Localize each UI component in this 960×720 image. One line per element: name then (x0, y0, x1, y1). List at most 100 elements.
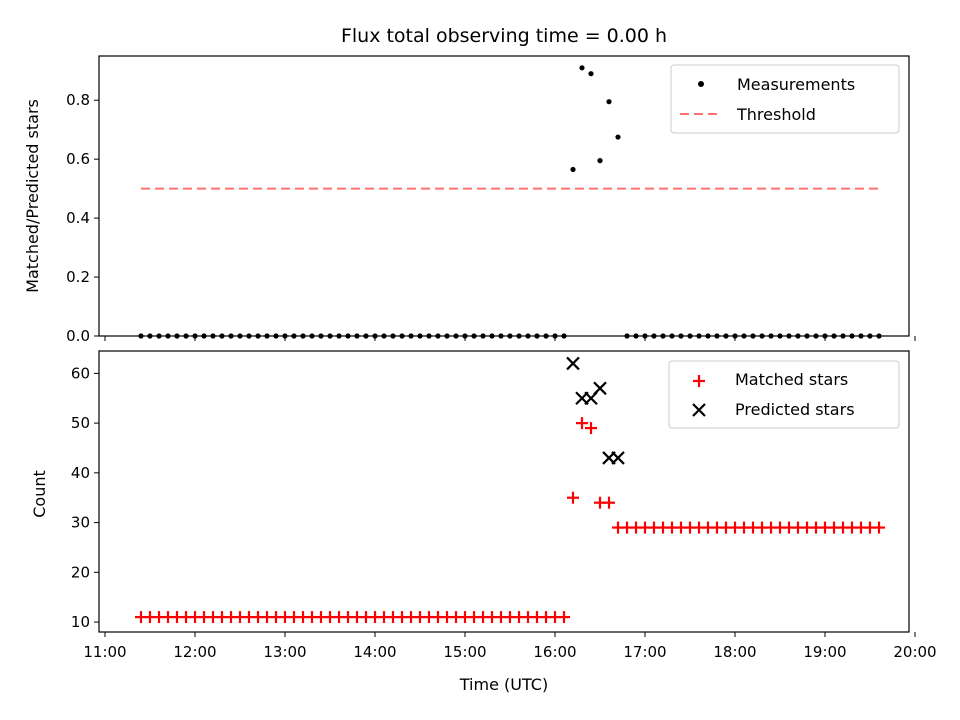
measurement-point (255, 333, 261, 339)
bottom-xtick-label: 14:00 (353, 643, 396, 661)
legend-matched-label: Matched stars (735, 370, 848, 389)
bottom-ytick-label: 60 (71, 364, 90, 382)
measurement-point (498, 333, 504, 339)
bottom-ytick-label: 20 (71, 563, 90, 581)
measurement-point (228, 333, 234, 339)
measurement-point (633, 333, 639, 339)
measurement-point (759, 333, 765, 339)
measurement-point (660, 333, 666, 339)
measurement-point (345, 333, 351, 339)
legend-matched-marker (693, 375, 705, 387)
bottom-legend: Matched stars Predicted stars (668, 360, 900, 429)
bottom-marks (135, 356, 885, 624)
measurement-point (435, 333, 441, 339)
top-ytick-label: 0.8 (66, 91, 90, 109)
measurement-point (597, 158, 603, 164)
top-ytick-label: 0.6 (66, 150, 90, 168)
measurement-point (858, 333, 864, 339)
measurement-point (165, 333, 171, 339)
measurement-point (390, 333, 396, 339)
top-marks (138, 65, 882, 339)
top-ytick-label: 0.0 (66, 327, 90, 345)
measurement-point (624, 333, 630, 339)
measurement-point (786, 333, 792, 339)
legend-measurements-marker (698, 81, 704, 87)
measurement-point (678, 333, 684, 339)
measurement-point (543, 333, 549, 339)
measurement-point (201, 333, 207, 339)
measurement-point (327, 333, 333, 339)
predicted-star-stroke-b (566, 356, 580, 371)
measurement-point (795, 333, 801, 339)
measurement-point (768, 333, 774, 339)
top-panel: 0.00.20.40.60.8 Matched/Predicted stars … (23, 55, 916, 345)
predicted-star-stroke-b (593, 381, 607, 396)
bottom-xtick-label: 17:00 (623, 643, 666, 661)
measurement-point (507, 333, 513, 339)
measurement-point (219, 333, 225, 339)
x-axis-label: Time (UTC) (459, 675, 548, 694)
measurement-point (534, 333, 540, 339)
bottom-xtick-label: 11:00 (83, 643, 126, 661)
bottom-xtick-label: 15:00 (443, 643, 486, 661)
measurement-point (408, 333, 414, 339)
bottom-yticks: 10 20 30 40 50 60 (71, 364, 99, 631)
measurement-point (354, 333, 360, 339)
top-legend-box (670, 64, 900, 134)
measurement-point (336, 333, 342, 339)
measurement-point (318, 333, 324, 339)
bottom-xtick-label: 12:00 (173, 643, 216, 661)
measurement-point (453, 333, 459, 339)
legend-threshold-label: Threshold (736, 105, 816, 124)
measurement-point (588, 71, 594, 77)
measurement-point (147, 333, 153, 339)
measurement-point (570, 166, 576, 173)
measurement-point (417, 333, 423, 339)
measurement-point (309, 333, 315, 339)
measurement-point (651, 333, 657, 339)
measurement-point (444, 333, 450, 339)
matched-star-point (873, 521, 885, 534)
matched-star-point (603, 496, 615, 509)
bottom-xtick-label: 16:00 (533, 643, 576, 661)
top-legend: Measurements Threshold (670, 64, 900, 134)
matched-star-point (558, 611, 570, 624)
measurement-point (840, 333, 846, 339)
top-y-axis-label: Matched/Predicted stars (23, 99, 42, 293)
measurement-point (867, 333, 873, 339)
bottom-legend-box (668, 360, 900, 429)
top-yticks: 0.0 0.2 0.4 0.6 0.8 (66, 91, 99, 345)
measurement-point (300, 333, 306, 339)
bottom-xtick-label: 20:00 (893, 643, 936, 661)
measurement-point (606, 99, 612, 105)
measurement-point (381, 333, 387, 339)
measurement-point (174, 333, 180, 339)
measurement-point (561, 333, 567, 339)
measurement-point (237, 333, 243, 339)
bottom-ytick-label: 50 (71, 414, 90, 432)
measurement-point (183, 333, 189, 339)
top-ytick-label: 0.4 (66, 209, 90, 227)
matched-star-point (576, 417, 588, 430)
measurement-point (615, 134, 621, 140)
predicted-star-point (566, 356, 580, 371)
matched-star-point (567, 491, 579, 504)
predicted-star-point (593, 381, 607, 396)
measurement-point (687, 333, 693, 339)
measurement-point (273, 333, 279, 339)
measurement-point (705, 333, 711, 339)
measurement-point (723, 333, 729, 339)
measurement-point (804, 333, 810, 339)
bottom-ytick-label: 10 (71, 613, 90, 631)
measurement-point (741, 333, 747, 339)
measurement-point (696, 333, 702, 339)
measurement-point (471, 333, 477, 339)
measurement-point (516, 333, 522, 339)
top-xticks (104, 336, 916, 341)
legend-measurements-label: Measurements (737, 75, 855, 94)
top-plot-frame (98, 55, 910, 337)
measurement-point (399, 333, 405, 339)
measurement-point (813, 333, 819, 339)
measurement-point (363, 333, 369, 339)
